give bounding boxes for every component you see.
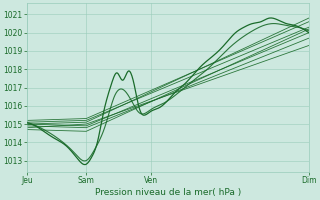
X-axis label: Pression niveau de la mer( hPa ): Pression niveau de la mer( hPa ) [95,188,241,197]
